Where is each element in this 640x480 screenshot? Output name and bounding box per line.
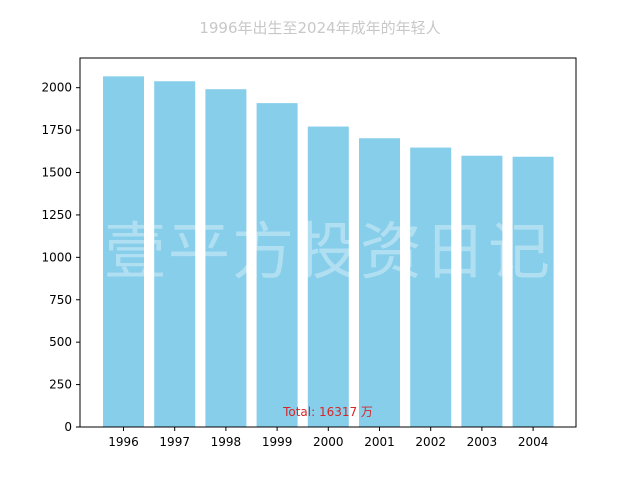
y-tick-label-500: 500 <box>49 335 72 349</box>
x-tick-label-1997: 1997 <box>159 435 190 449</box>
plot-frame <box>79 57 577 428</box>
bar-2003 <box>461 155 503 427</box>
x-tick-label-2000: 2000 <box>313 435 344 449</box>
y-tick-label-0: 0 <box>64 420 72 434</box>
y-tick-label-1000: 1000 <box>41 250 72 264</box>
x-tick-label-2004: 2004 <box>518 435 549 449</box>
watermark: 壹平方投资日记 <box>104 215 552 288</box>
y-tick-label-250: 250 <box>49 378 72 392</box>
y-tick-label-750: 750 <box>49 293 72 307</box>
x-tick-label-2003: 2003 <box>467 435 498 449</box>
bar-1997 <box>154 81 196 428</box>
bar-1999 <box>256 103 298 427</box>
bar-2002 <box>410 147 452 427</box>
x-tick-label-2001: 2001 <box>364 435 395 449</box>
y-tick-label-1750: 1750 <box>41 123 72 137</box>
y-tick-label-1500: 1500 <box>41 166 72 180</box>
bars-group <box>103 76 554 428</box>
bar-2001 <box>359 138 400 427</box>
x-tick-label-1998: 1998 <box>211 435 242 449</box>
y-axis: 0 250 500 750 1000 1250 1500 1750 2000 <box>41 81 80 434</box>
bar-1996 <box>103 76 144 427</box>
x-tick-label-2002: 2002 <box>415 435 446 449</box>
x-axis: 1996 1997 1998 1999 2000 2001 2002 2003 2004 <box>108 427 548 449</box>
bar-2004 <box>512 156 554 428</box>
x-tick-label-1999: 1999 <box>262 435 293 449</box>
y-tick-label-1250: 1250 <box>41 208 72 222</box>
bar-2000 <box>307 126 349 427</box>
bar-1998 <box>205 89 247 427</box>
total-annotation: Total: 16317 万 <box>282 405 373 419</box>
chart-title: 1996年出生至2024年成年的年轻人 <box>199 19 440 37</box>
x-tick-label-1996: 1996 <box>108 435 139 449</box>
y-tick-label-2000: 2000 <box>41 81 72 95</box>
